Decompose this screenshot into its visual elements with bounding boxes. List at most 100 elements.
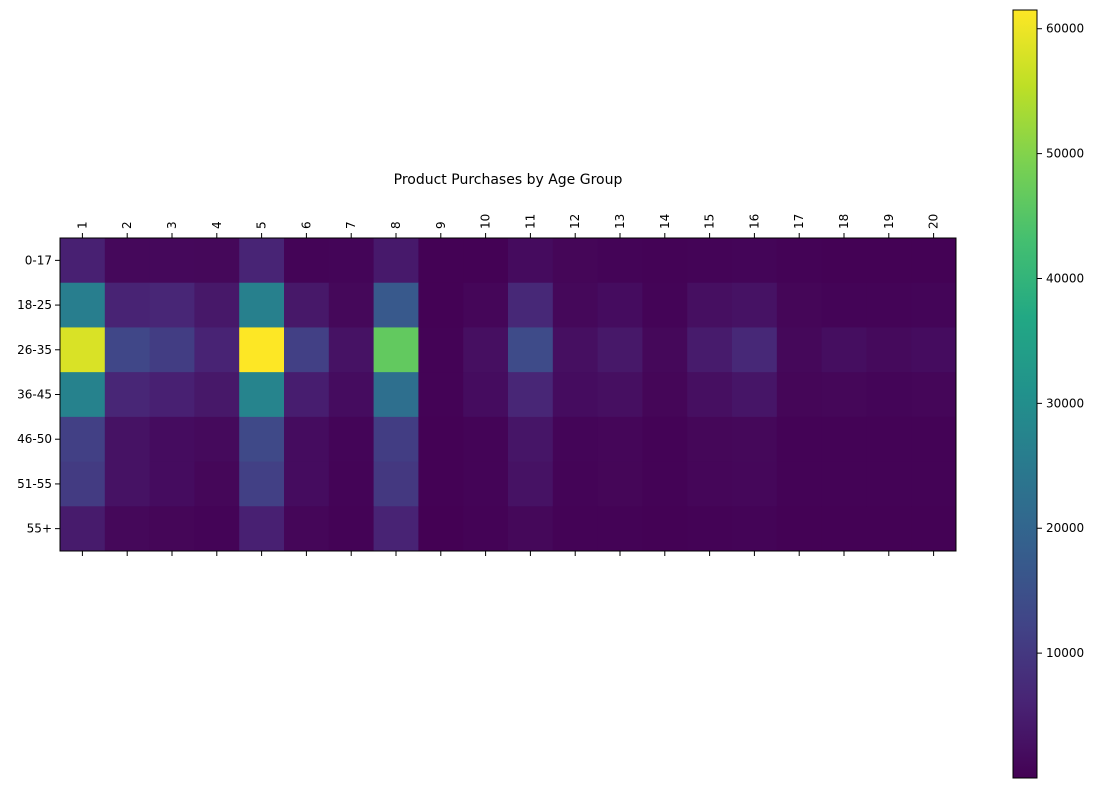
heatmap-cell [373,506,419,552]
x-tick-label: 7 [344,221,358,229]
heatmap-cell [239,282,285,328]
heatmap-cell [821,372,867,418]
heatmap-cell [60,416,106,463]
heatmap-cell [194,327,240,373]
heatmap-cell [866,416,912,463]
heatmap-cell [776,416,823,463]
heatmap-cell [552,327,599,373]
heatmap-cell [508,238,554,284]
heatmap-cell [732,461,778,507]
heatmap-cell [597,372,643,418]
heatmap-cell [463,372,509,418]
heatmap-cell [60,506,106,552]
heatmap-cell [284,282,330,328]
heatmap-cell [373,282,419,328]
heatmap-cell [104,372,151,418]
heatmap-cell [776,461,823,507]
heatmap-cell [328,282,375,328]
heatmap-cell [104,327,151,373]
heatmap-cell [373,372,419,418]
heatmap-cell [821,506,867,552]
heatmap-cell [642,327,688,373]
x-tick-label: 2 [120,221,134,229]
heatmap-cell [911,372,957,418]
heatmap-cell [149,238,195,284]
heatmap-cell [149,506,195,552]
colorbar-tick-label: 30000 [1046,396,1084,410]
heatmap-cell [194,372,240,418]
heatmap-cell [104,416,151,463]
heatmap-cell [418,327,464,373]
colorbar-ticks: 10000 20000 30000 40000 50000 60000 [1037,22,1084,660]
heatmap-cell [284,327,330,373]
heatmap-cell [687,238,733,284]
heatmap-cell [911,327,957,373]
heatmap-cell [104,461,151,507]
x-tick-label: 13 [613,214,627,229]
heatmap-cell [418,416,464,463]
x-tick-label: 5 [255,221,269,229]
heatmap-cell [463,238,509,284]
heatmap-cell [642,238,688,284]
heatmap-cell [911,238,957,284]
y-tick-label: 51-55 [17,477,52,491]
heatmap-cell [60,461,106,507]
heatmap-cell [776,327,823,373]
heatmap-cell [284,461,330,507]
heatmap-cell [194,506,240,552]
heatmap-cell [328,416,375,463]
heatmap-cell [149,372,195,418]
y-tick-label: 46-50 [17,432,52,446]
heatmap-cell [463,461,509,507]
heatmap-cell [239,372,285,418]
x-tick-label: 9 [434,221,448,229]
heatmap-cell [552,461,599,507]
x-tick-label: 8 [389,221,403,229]
x-tick-label: 6 [299,221,313,229]
y-tick-label: 0-17 [25,253,52,267]
heatmap-cell [373,461,419,507]
heatmap-cell [104,238,151,284]
x-tick-label: 15 [703,214,717,229]
heatmap-cell [104,506,151,552]
chart-title: Product Purchases by Age Group [394,172,623,188]
heatmap-cell [597,282,643,328]
colorbar-tick-label: 20000 [1046,521,1084,535]
heatmap-cell [642,506,688,552]
heatmap-cell [776,372,823,418]
colorbar-tick-label: 60000 [1046,22,1084,36]
x-axis-ticks: 1 2 3 4 5 6 7 8 9 10 11 12 13 14 15 16 17 18 19 20 [75,214,941,556]
heatmap-cell [597,327,643,373]
heatmap-cell [373,327,419,373]
heatmap-cell [508,282,554,328]
heatmap-cell [776,506,823,552]
heatmap-cell [60,282,106,328]
heatmap-cell [687,282,733,328]
heatmap-cell [239,461,285,507]
heatmap-cell [911,506,957,552]
y-tick-label: 26-35 [17,343,52,357]
heatmap-cell [866,461,912,507]
heatmap-cell [194,238,240,284]
colorbar-tick-label: 10000 [1046,646,1084,660]
heatmap-cell [687,327,733,373]
heatmap-cell [866,282,912,328]
heatmap-cell [821,461,867,507]
heatmap-cell [463,416,509,463]
heatmap-cell [508,461,554,507]
heatmap-cell [911,416,957,463]
heatmap-cell [373,238,419,284]
heatmap-cell [508,372,554,418]
x-tick-label: 19 [882,214,896,229]
heatmap-cell [552,506,599,552]
heatmap-cell [642,416,688,463]
heatmap-cell [239,327,285,373]
heatmap-cell [194,282,240,328]
x-tick-label: 17 [792,214,806,229]
heatmap-cell [60,372,106,418]
heatmap-cell [239,416,285,463]
y-tick-label: 36-45 [17,388,52,402]
heatmap-cell [418,238,464,284]
heatmap-cell [597,506,643,552]
